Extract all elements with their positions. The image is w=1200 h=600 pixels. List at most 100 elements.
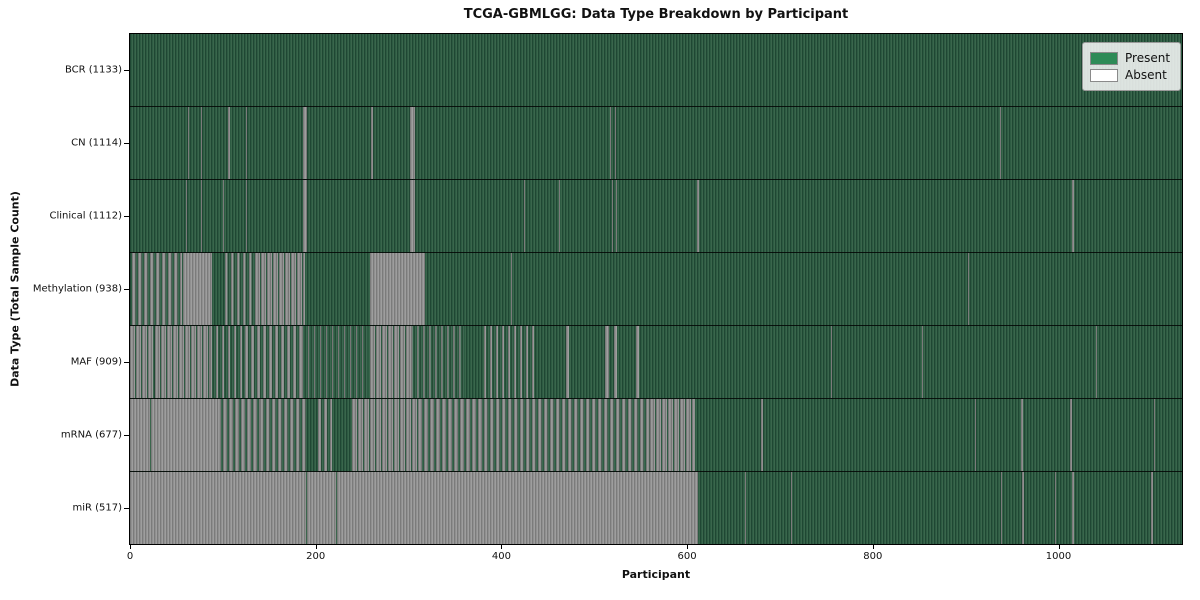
absent-segment [222,180,225,252]
absent-segment [302,180,307,252]
xtick-label-600: 600 [677,551,697,562]
ytick-label-Clinical: Clinical (1112) [49,210,123,222]
mixed-segment [650,399,695,471]
absent-segment [187,107,189,179]
absent-segment [302,107,307,179]
xtick-mark [315,545,317,549]
absent-segment [1154,399,1156,471]
mixed-segment [483,399,650,471]
plot-area [129,33,1183,545]
absent-segment [1021,399,1023,471]
ytick-label-CN: CN (1114) [71,137,122,149]
absent-segment [246,107,248,179]
xtick-label-200: 200 [306,551,326,562]
absent-segment [1069,399,1073,471]
mixed-segment [255,253,306,325]
chart-title: TCGA-GBMLGG: Data Type Breakdown by Part… [463,7,849,22]
ytick-mark [124,362,129,364]
ytick-mark [124,289,129,290]
mixed-segment [155,326,210,398]
absent-segment [744,472,747,544]
absent-segment [791,472,793,544]
mixed-segment [217,399,260,471]
xtick-label-1000: 1000 [1045,551,1072,562]
xtick-label-800: 800 [863,551,883,562]
absent-segment [337,472,699,544]
absent-segment [1095,326,1097,398]
absent-segment [1054,472,1057,544]
ytick-label-Methylation: Methylation (938) [32,283,122,295]
ytick-mark [124,215,129,217]
mixed-segment [351,399,418,471]
x-axis-label: Participant [621,568,691,581]
ytick-mark [124,435,129,437]
absent-segment [200,180,202,252]
absent-segment [130,472,306,544]
mixed-segment [411,326,465,398]
absent-segment [613,326,617,398]
xtick-mark [687,545,689,549]
absent-segment [922,326,924,398]
absent-segment [605,326,610,398]
absent-segment [369,253,426,325]
ytick-label-miR: miR (517) [72,502,122,514]
mixed-segment [369,326,412,398]
row-CN [130,107,1182,180]
row-miR [130,472,1182,544]
mixed-segment [417,399,484,471]
absent-segment [200,107,202,179]
row-BCR [130,34,1182,107]
absent-segment [1000,472,1003,544]
absent-segment [410,107,415,179]
absent-segment [610,107,612,179]
ytick-mark [124,69,129,71]
absent-segment [611,180,614,252]
row-MAF [130,326,1182,399]
absent-segment [410,180,415,252]
absent-segment [967,253,969,325]
mixed-segment [483,326,534,398]
absent-segment [523,180,526,252]
absent-segment [1072,180,1075,252]
xtick-label-400: 400 [491,551,511,562]
ytick-label-BCR: BCR (1133) [64,64,122,76]
xtick-mark [501,545,503,549]
absent-segment [566,326,570,398]
mixed-segment [224,253,256,325]
absent-segment [246,180,248,252]
mixed-segment [317,399,333,471]
absent-segment [974,399,977,471]
absent-segment [185,180,188,252]
legend-entry-present: Present [1090,51,1170,65]
mixed-segment [245,326,302,398]
absent-segment [1151,472,1153,544]
ytick-mark [124,142,129,144]
xtick-mark [872,545,874,549]
absent-segment [614,107,617,179]
absent-segment [1071,472,1074,544]
ytick-label-mRNA: mRNA (677) [60,429,122,441]
legend-label-present: Present [1125,51,1171,65]
legend-swatch-present [1090,51,1118,65]
legend-entry-absent: Absent [1090,68,1170,82]
absent-segment [130,399,150,471]
absent-segment [371,107,373,179]
absent-segment [228,107,230,179]
ytick-label-MAF: MAF (909) [70,356,122,368]
xtick-mark [1058,545,1060,549]
absent-segment [151,399,218,471]
absent-segment [559,180,561,252]
absent-segment [697,180,699,252]
absent-segment [510,253,513,325]
mixed-segment [301,326,368,398]
absent-segment [182,253,212,325]
row-mRNA [130,399,1182,472]
legend-label-absent: Absent [1125,68,1167,82]
legend-swatch-absent [1090,68,1118,82]
mixed-segment [131,253,182,325]
mixed-segment [130,326,154,398]
absent-segment [761,399,763,471]
absent-segment [307,472,336,544]
xtick-label-0: 0 [126,551,134,562]
